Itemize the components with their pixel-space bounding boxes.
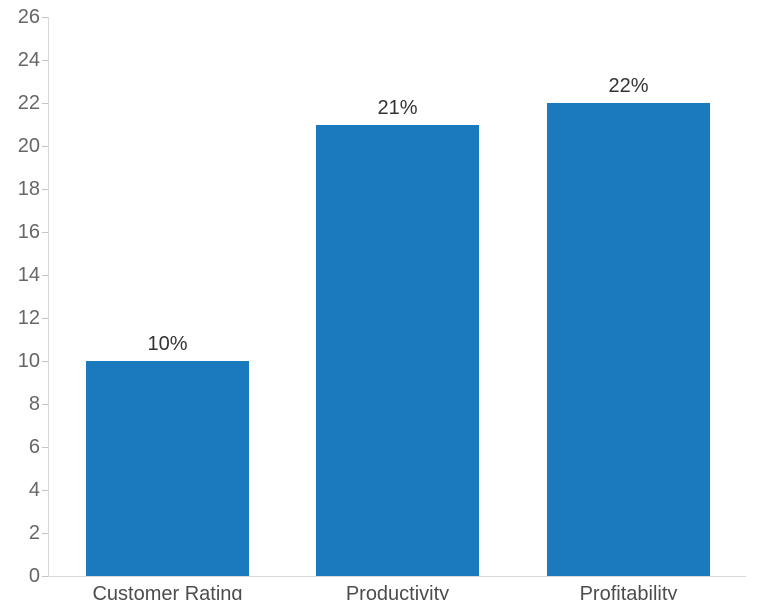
y-tick-label: 10 [17, 350, 40, 372]
y-tick-mark [42, 16, 48, 18]
y-tick-mark [42, 102, 48, 104]
y-tick-label: 26 [17, 6, 40, 28]
y-tick-mark [42, 532, 48, 534]
y-tick-mark [42, 145, 48, 147]
y-tick-mark [42, 59, 48, 61]
y-tick-mark [42, 317, 48, 319]
y-tick-label: 2 [28, 522, 40, 544]
y-tick-mark [42, 575, 48, 577]
y-tick-mark [42, 446, 48, 448]
data-label: 10% [147, 333, 188, 355]
y-tick-label: 12 [17, 307, 40, 329]
y-tick-mark [42, 274, 48, 276]
y-tick-mark [42, 489, 48, 491]
y-tick-mark [42, 231, 48, 233]
x-axis-label: Productivity [345, 583, 450, 600]
bar-profitability [547, 103, 710, 576]
plot-area: 0 2 4 6 8 10 12 14 16 18 20 22 24 26 10% Customer Ratin… [18, 6, 746, 600]
y-tick-mark [42, 360, 48, 362]
y-tick-label: 14 [17, 264, 40, 286]
y-tick-label: 20 [17, 135, 40, 157]
y-tick-label: 0 [28, 565, 40, 587]
y-tick-label: 16 [17, 221, 40, 243]
y-tick-label: 24 [17, 49, 40, 71]
y-tick-label: 6 [28, 436, 40, 458]
y-tick-label: 18 [17, 178, 40, 200]
y-tick-label: 4 [28, 479, 40, 501]
x-axis-label: Customer Rating [92, 583, 243, 600]
y-tick-mark [42, 403, 48, 405]
bar-productivity [316, 124, 479, 576]
x-axis-label: Profitability [579, 583, 678, 600]
y-tick-label: 8 [28, 393, 40, 415]
y-tick-mark [42, 188, 48, 190]
data-label: 22% [608, 75, 649, 97]
data-label: 21% [377, 96, 418, 119]
y-tick-label: 22 [17, 92, 40, 114]
bar-customer-rating [86, 361, 249, 576]
